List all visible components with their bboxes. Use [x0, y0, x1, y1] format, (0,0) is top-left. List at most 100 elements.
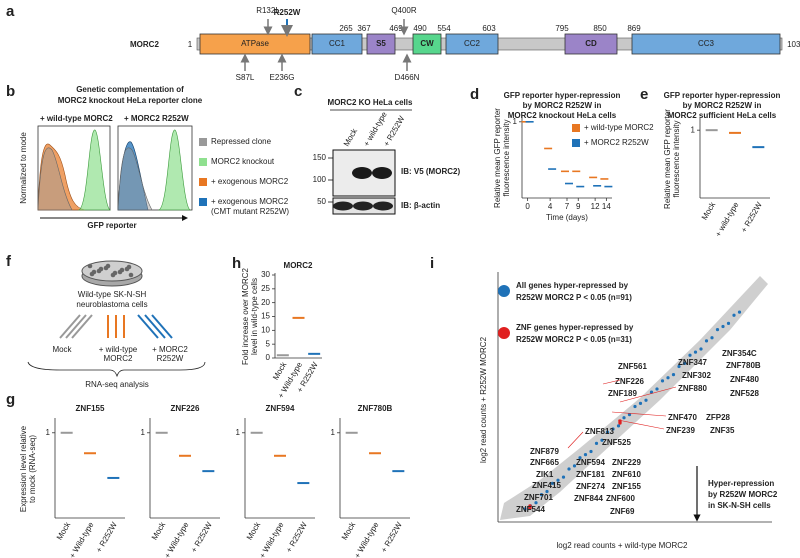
histogram: [77, 129, 111, 211]
domain: [412, 33, 442, 55]
gene-label: ZNF780B: [726, 361, 761, 370]
plot-title: + wild-type MORC2: [40, 114, 113, 123]
x-tick-label: + Wild-type: [68, 520, 96, 558]
marker-label: 50: [317, 197, 326, 206]
marker-label: 150: [313, 153, 327, 162]
gene-label: ZNF813: [585, 427, 614, 436]
axis-label: Relative mean GFP reporter: [493, 108, 502, 208]
point: [567, 467, 571, 471]
plot-title: + MORC2 R252W: [124, 114, 189, 123]
legend-swatch: [572, 139, 580, 147]
position: 265: [339, 24, 353, 33]
domain-label: CC3: [698, 39, 715, 48]
x-tick-label: + Wild-type: [163, 520, 191, 558]
domain-label: CW: [420, 39, 434, 48]
legend-swatch: [199, 138, 207, 146]
mutation: E236G: [270, 73, 295, 82]
domain-label: ATPase: [241, 39, 269, 48]
title: Genetic complementation of: [76, 85, 184, 94]
point: [545, 489, 549, 494]
x-tick-label: 7: [565, 202, 570, 211]
bracket: [27, 361, 206, 378]
legend-label: (CMT mutant R252W): [211, 207, 289, 216]
condition: MORC2: [104, 354, 133, 363]
point: [633, 404, 637, 409]
histogram: [37, 147, 73, 211]
point: [627, 413, 632, 417]
point: [616, 424, 621, 428]
axis-label: Time (days): [546, 213, 588, 222]
band: [353, 201, 373, 211]
legend-label: R252W MORC2 P < 0.05 (n=91): [516, 293, 632, 302]
plot-frame: [117, 125, 193, 211]
histogram: [37, 143, 86, 211]
axis-label: fluorescence intensity: [502, 120, 511, 197]
cell: [87, 263, 93, 269]
gene-label: ZNF155: [612, 482, 641, 491]
domain-label: CC2: [464, 39, 481, 48]
annotation: in SK-N-SH cells: [708, 501, 771, 510]
gene-label: ZNF665: [530, 458, 559, 467]
axis-label: GFP reporter: [87, 221, 136, 230]
point: [589, 449, 593, 454]
cell: [112, 270, 118, 276]
axis-label: to mock (RNA-seq): [28, 435, 37, 503]
x-tick-label: Mock: [340, 520, 358, 542]
x-tick-label: + R252W: [284, 520, 309, 554]
x-tick-label: + R252W: [379, 520, 404, 554]
x-tick-label: + wild-type: [714, 200, 741, 238]
legend-marker: [498, 285, 510, 297]
legend-marker: [498, 327, 510, 339]
gene-label: ZNF354C: [722, 349, 757, 358]
legend-swatch: [199, 158, 207, 166]
histogram: [157, 129, 191, 211]
y-tick-label: 1: [141, 428, 146, 437]
panel-label: i: [430, 255, 434, 272]
x-tick-label: 9: [576, 202, 581, 211]
legend-swatch: [199, 198, 207, 206]
chart-title: ZNF226: [171, 404, 200, 413]
y-tick-label: 0: [266, 353, 271, 362]
point: [732, 313, 736, 317]
panel-label: h: [232, 255, 241, 272]
point: [600, 438, 604, 442]
x-tick-label: + Wild-type: [353, 520, 381, 558]
annotation: Hyper-repression: [708, 479, 774, 488]
point: [561, 475, 566, 479]
y-tick-label: 1: [236, 428, 241, 437]
x-tick-label: + R252W: [739, 200, 764, 234]
gene-label: ZNF594: [576, 458, 605, 467]
point: [699, 347, 703, 351]
y-tick-label: 15: [261, 312, 270, 321]
condition: R252W: [157, 354, 184, 363]
gene-label: ZNF528: [730, 389, 759, 398]
gene-label: ZNF347: [678, 358, 707, 367]
gene-label: ZFP28: [706, 413, 731, 422]
gene-label: ZNF561: [618, 362, 647, 371]
leader-line: [617, 419, 665, 430]
gene-label: ZNF470: [668, 413, 697, 422]
y-tick-label: 1: [46, 428, 51, 437]
gene-label: ZNF415: [532, 481, 561, 490]
gene-label: ZNF274: [576, 482, 605, 491]
arrow: [137, 314, 159, 339]
position: 469: [389, 24, 403, 33]
gene-label: ZNF544: [516, 505, 545, 514]
gene-label: ZNF69: [610, 507, 635, 516]
arrow: [59, 314, 81, 339]
title: MORC2 knockout HeLa reporter clone: [58, 96, 203, 105]
y-tick-label: 1: [331, 428, 336, 437]
gene-label: ZNF701: [524, 493, 553, 502]
point: [649, 390, 654, 394]
mutation: Q400R: [391, 6, 417, 15]
point: [644, 398, 648, 402]
leader-line: [619, 386, 677, 403]
chart-title: by MORC2 R252W in: [523, 101, 602, 110]
cell: [105, 263, 111, 269]
arrow: [151, 314, 173, 339]
y-tick-label: 20: [261, 298, 270, 307]
histogram: [117, 147, 153, 211]
chart-title: GFP reporter hyper-repression: [664, 91, 781, 100]
position: 869: [627, 24, 641, 33]
point: [671, 373, 676, 377]
